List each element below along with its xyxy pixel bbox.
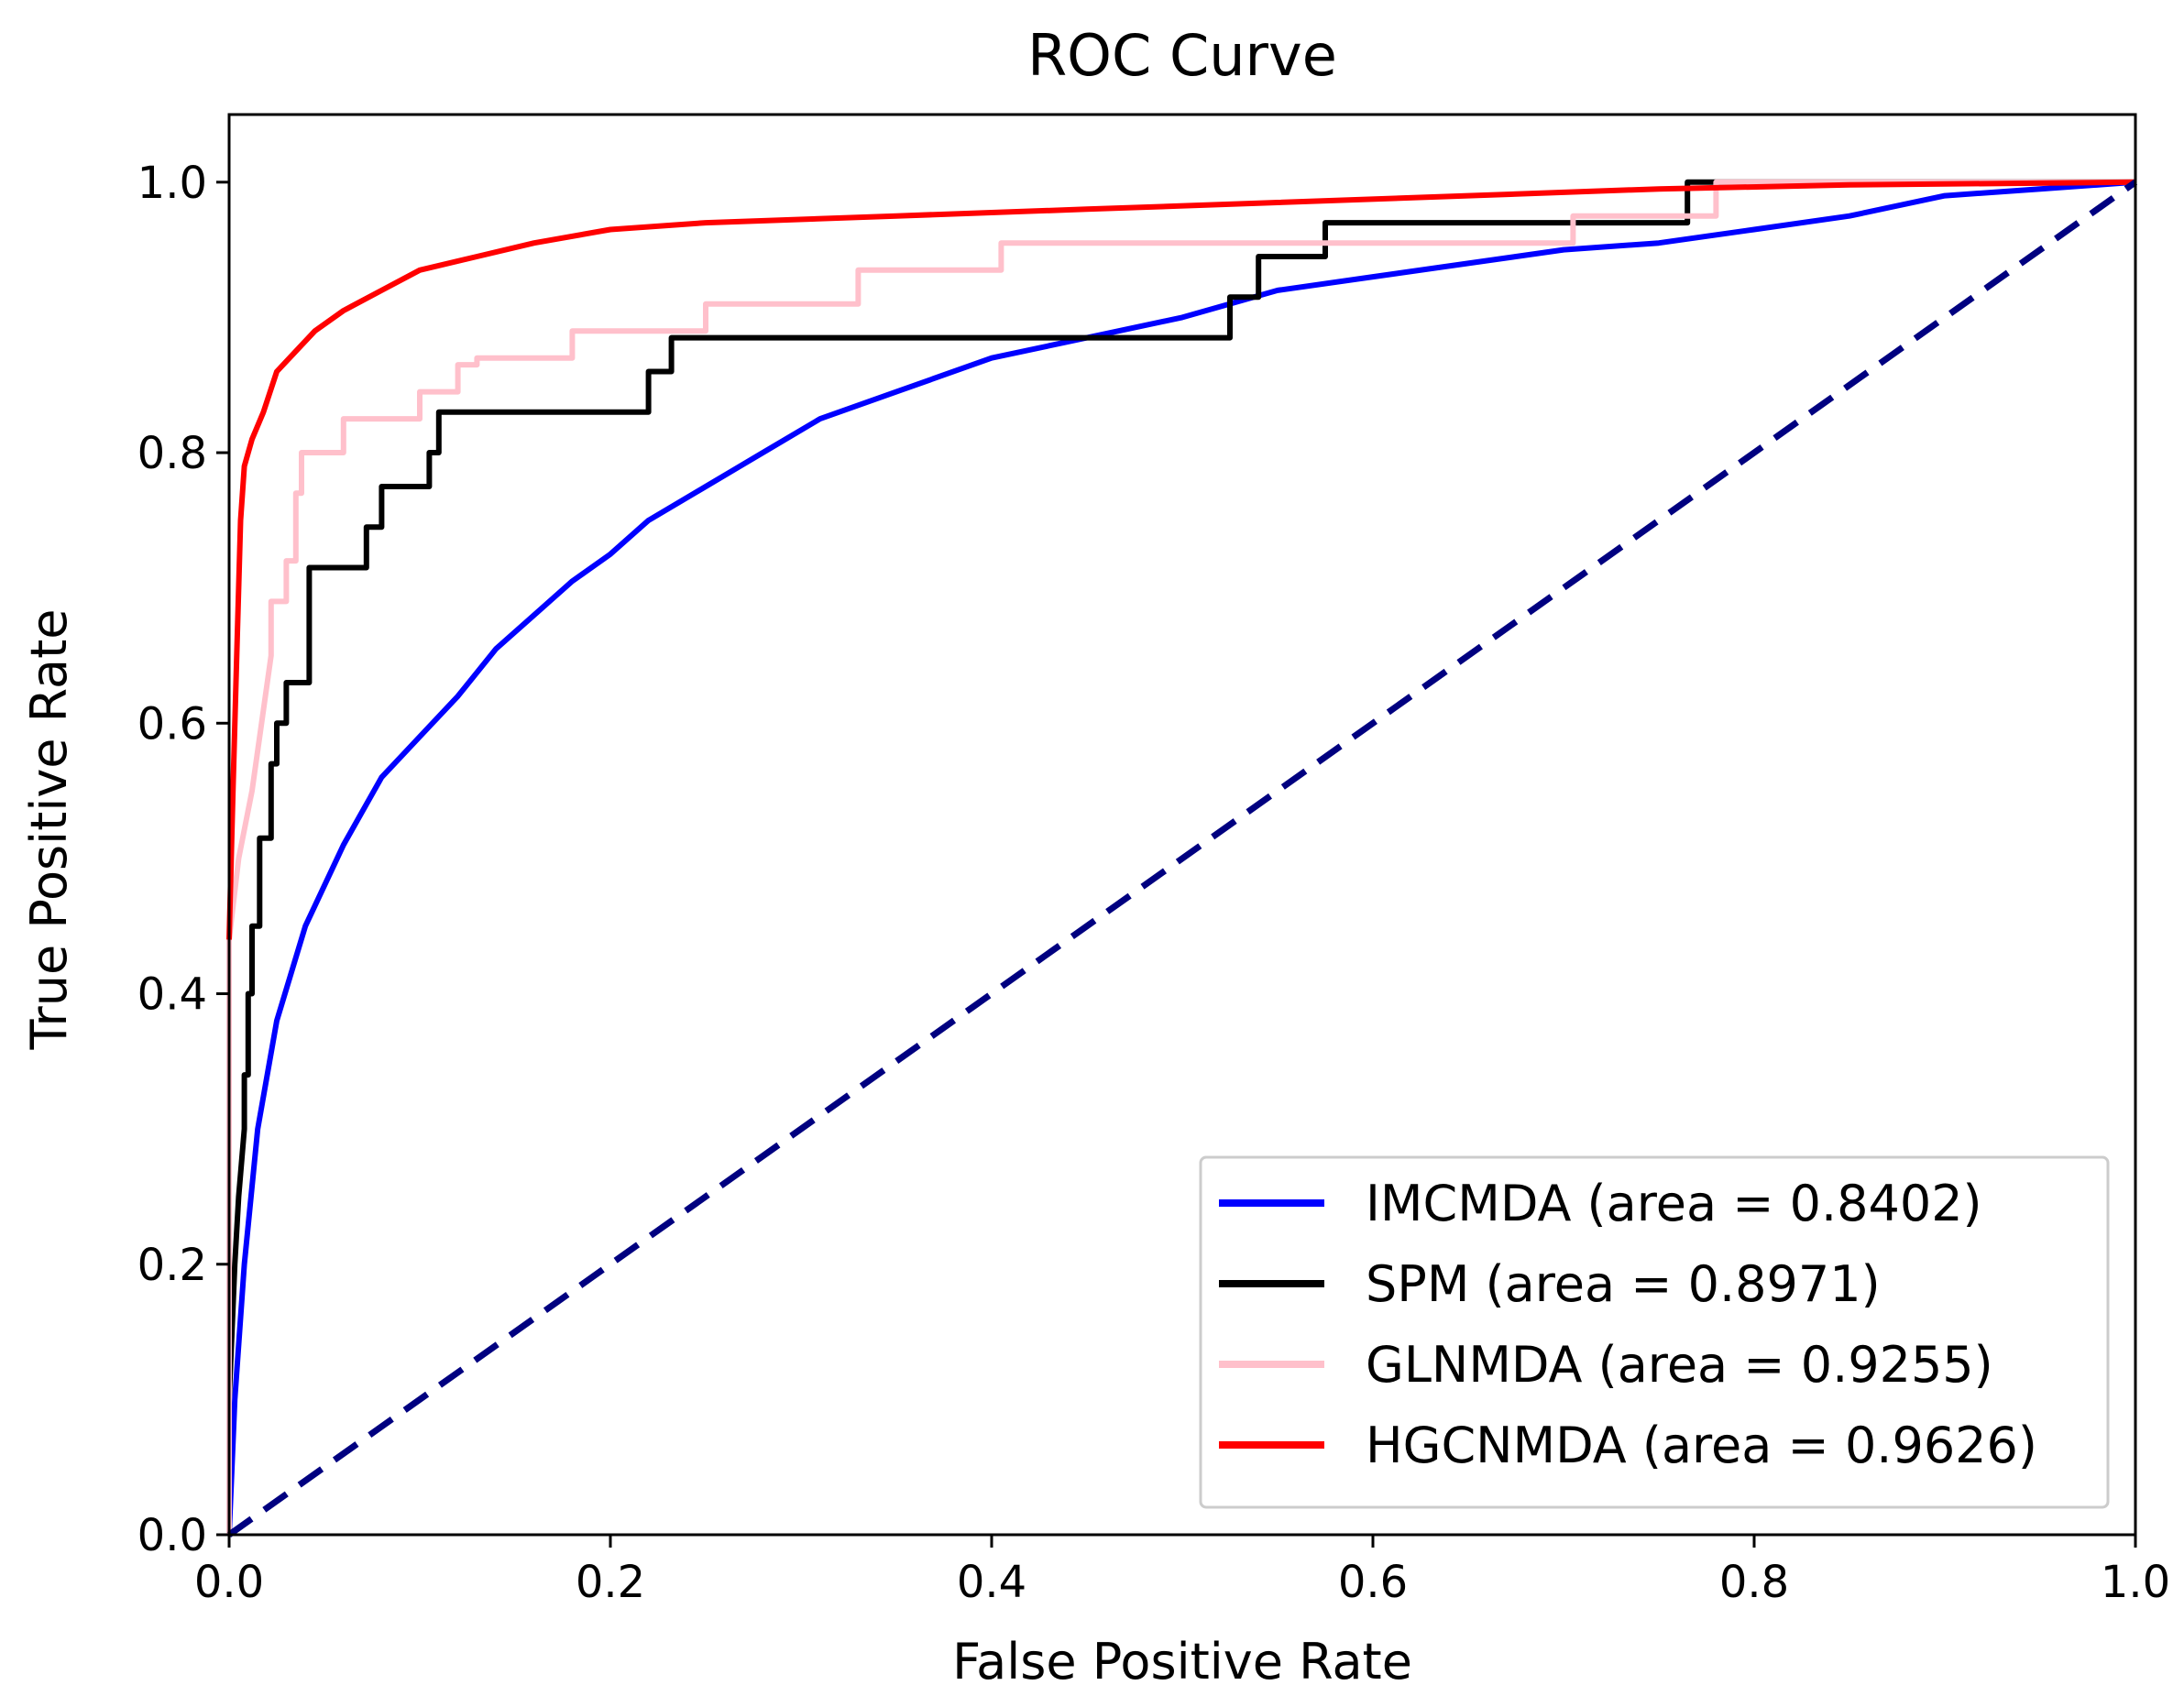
y-axis: 0.0 0.2 0.4 0.6 0.8 1.0	[137, 158, 229, 1561]
y-tick-label: 0.2	[137, 1240, 207, 1291]
legend-label-glnmda: GLNMDA (area = 0.9255)	[1366, 1336, 1993, 1394]
y-tick-label: 0.0	[137, 1510, 207, 1561]
x-tick-label: 0.2	[576, 1557, 645, 1608]
x-tick-label: 0.8	[1719, 1557, 1789, 1608]
legend-label-spm: SPM (area = 0.8971)	[1366, 1255, 1881, 1313]
y-tick-label: 0.6	[137, 698, 207, 750]
series-layer	[226, 179, 2138, 1537]
series-line-imcmda	[226, 179, 2136, 1536]
series-line-glnmda	[226, 179, 2135, 1535]
y-tick-label: 0.8	[137, 428, 207, 479]
x-tick-label: 1.0	[2101, 1557, 2170, 1608]
x-tick-label: 0.6	[1338, 1557, 1408, 1608]
x-tick-label: 0.4	[957, 1557, 1026, 1608]
series-line-diagonal-4	[226, 179, 2138, 1537]
series-line-spm	[226, 179, 2135, 1535]
x-tick-label: 0.0	[194, 1557, 264, 1608]
y-axis-label: True Positive Rate	[20, 608, 78, 1050]
legend-box	[1199, 1155, 2110, 1509]
x-axis-label: False Positive Rate	[952, 1633, 1412, 1691]
x-axis: 0.0 0.2 0.4 0.6 0.8 1.0	[194, 1535, 2170, 1608]
y-tick-label: 0.4	[137, 969, 207, 1021]
chart-title: ROC Curve	[1027, 22, 1337, 89]
series-line-hgcnmda	[226, 179, 2136, 940]
y-tick-label: 1.0	[137, 158, 207, 209]
legend-label-hgcnmda: HGCNMDA (area = 0.9626)	[1366, 1417, 2037, 1474]
legend-label-imcmda: IMCMDA (area = 0.8402)	[1366, 1175, 1982, 1232]
legend: IMCMDA (area = 0.8402) SPM (area = 0.8971…	[1199, 1155, 2110, 1509]
plot-frame	[227, 113, 2137, 1537]
